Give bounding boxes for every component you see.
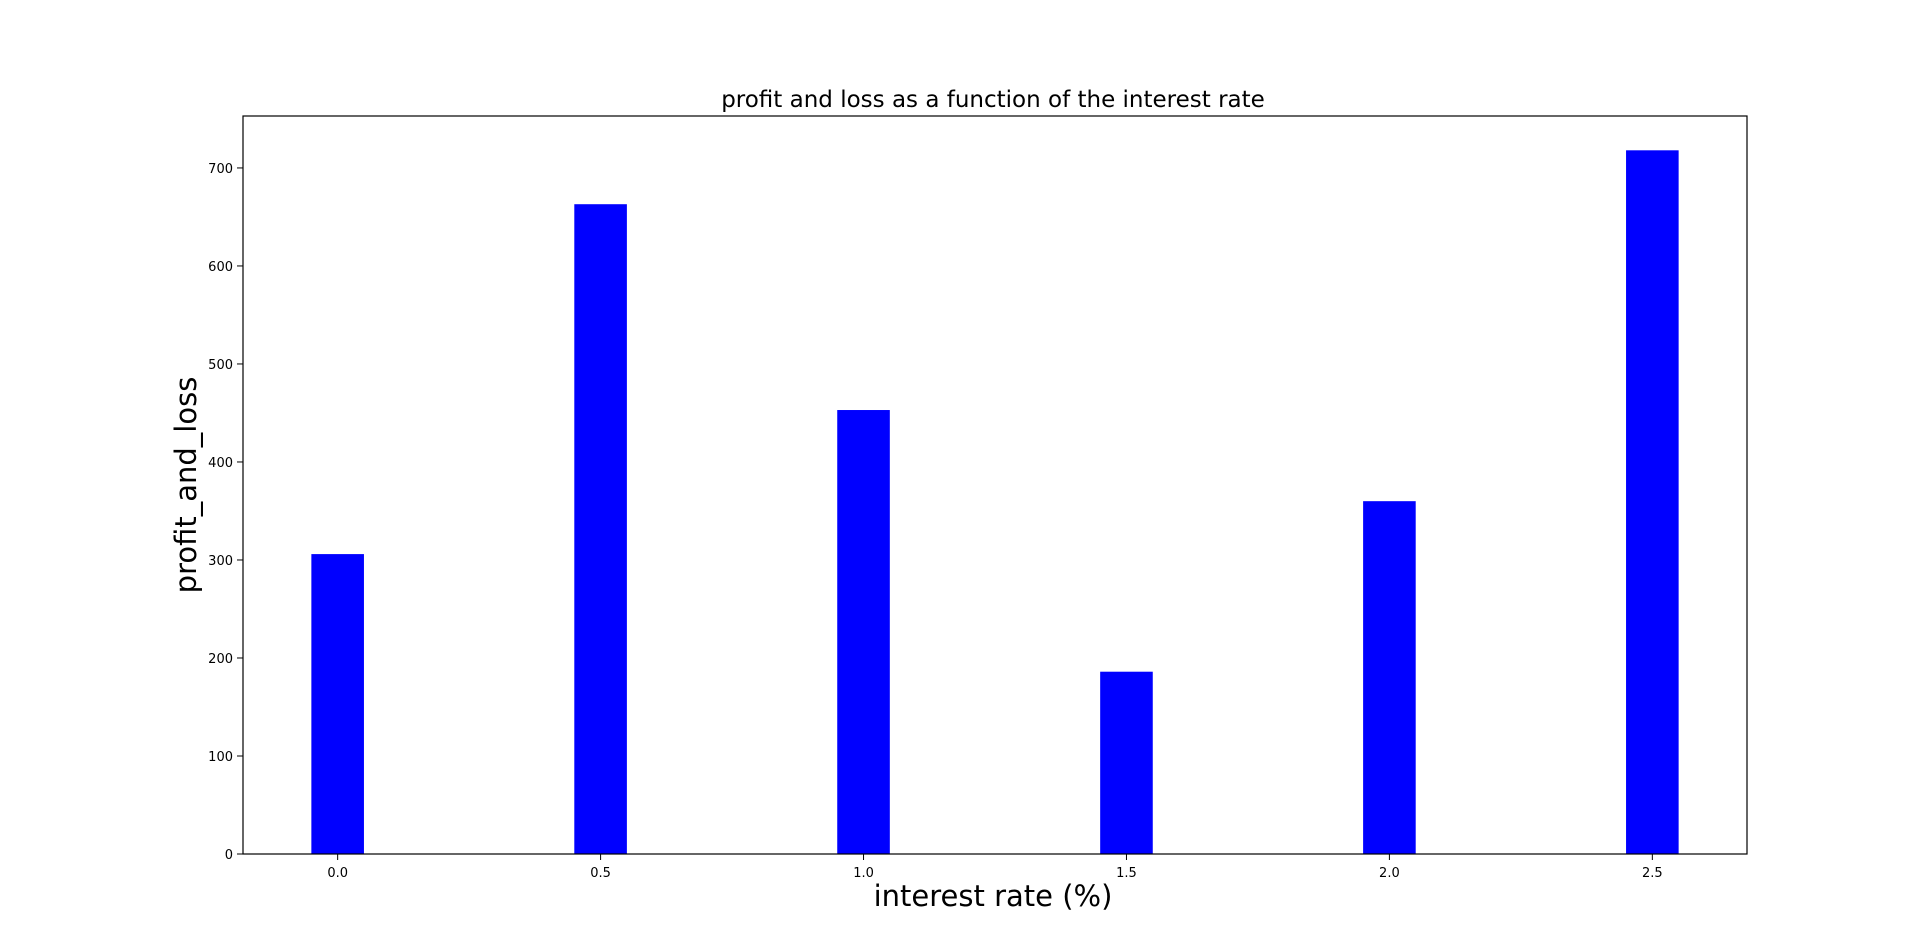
y-tick-label: 100: [208, 750, 233, 765]
bar-1.5: [1100, 671, 1153, 854]
y-tick-label: 500: [208, 358, 233, 373]
y-tick-label: 600: [208, 260, 233, 275]
chart-title: profit and loss as a function of the int…: [721, 87, 1265, 113]
bar-1.0: [837, 410, 890, 854]
bar-0.0: [311, 554, 364, 854]
x-tick-label: 2.0: [1379, 866, 1400, 881]
x-tick-label: 1.5: [1116, 866, 1137, 881]
y-axis-ticks: 0 100 200 300 400 500 600 700: [208, 162, 243, 863]
bar-0.5: [574, 204, 627, 855]
x-tick-label: 0.5: [590, 866, 611, 881]
y-axis-label: profit_and_loss: [169, 377, 203, 594]
y-tick-label: 0: [225, 848, 233, 863]
bars: [311, 150, 1679, 855]
x-tick-label: 0.0: [327, 866, 348, 881]
bar-2.0: [1363, 501, 1416, 854]
y-tick-label: 700: [208, 162, 233, 177]
x-axis-ticks: 0.0 0.5 1.0 1.5 2.0 2.5: [327, 854, 1663, 881]
y-tick-label: 200: [208, 652, 233, 667]
y-tick-label: 400: [208, 456, 233, 471]
bar-2.5: [1626, 150, 1679, 854]
x-tick-label: 2.5: [1642, 866, 1663, 881]
x-tick-label: 1.0: [853, 866, 874, 881]
y-tick-label: 300: [208, 554, 233, 569]
x-axis-label: interest rate (%): [874, 879, 1113, 913]
plot-area-frame: [242, 115, 1748, 855]
